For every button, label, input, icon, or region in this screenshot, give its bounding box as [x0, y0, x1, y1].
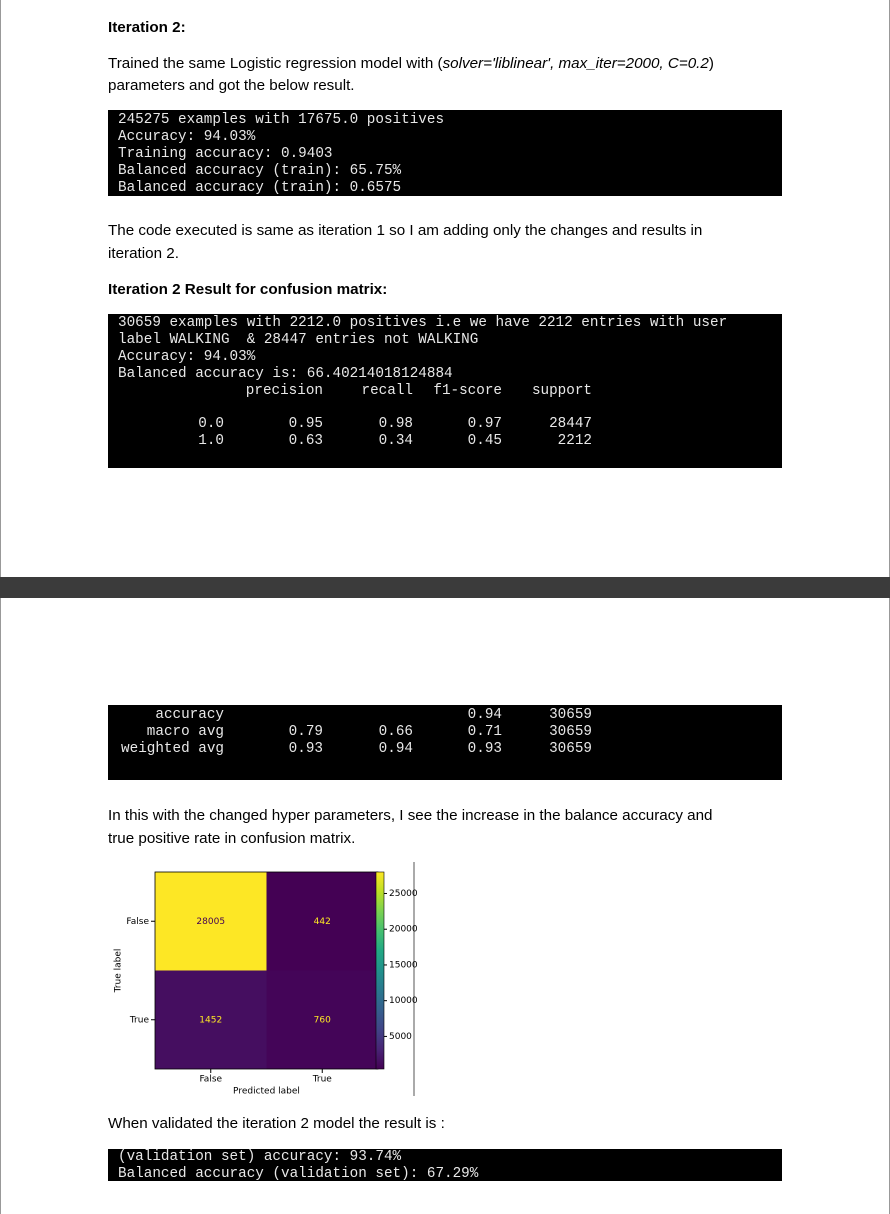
report-cell: 30659: [549, 707, 592, 723]
report-cell: 0.94: [378, 741, 413, 757]
paragraph: parameters and got the below result.: [108, 77, 355, 94]
report-header: support: [531, 383, 592, 399]
heatmap-cell: [155, 872, 267, 971]
heatmap-cell: [155, 970, 267, 1069]
code-line: Balanced accuracy is: 66.40214018124884: [118, 366, 453, 382]
code-line: label WALKING & 28447 entries not WALKIN…: [118, 332, 479, 348]
cell-label: 28005: [196, 917, 225, 927]
page-break: [0, 577, 890, 598]
cell-label: 760: [314, 1015, 331, 1025]
code-line: (validation set) accuracy: 93.74%: [118, 1149, 402, 1165]
report-cell: 2212: [557, 433, 592, 449]
report-cell: 0.93: [288, 741, 323, 757]
x-tick-label: True: [312, 1075, 333, 1085]
report-cell: 0.34: [378, 433, 413, 449]
confusion-matrix: 28005 442 1452 760 False True False True Predict…: [114, 862, 418, 1097]
paragraph: In this with the changed hyper parameter…: [108, 807, 713, 824]
paragraph: iteration 2.: [108, 245, 179, 262]
report-cell: 0.71: [467, 724, 502, 740]
code-line: 245275 examples with 17675.0 positives: [118, 112, 445, 128]
subheading: Iteration 2 Result for confusion matrix:: [108, 281, 388, 298]
report-cell: 0.66: [378, 724, 413, 740]
text: Trained the same Logistic regression mod…: [108, 55, 443, 72]
report-cell: 0.98: [378, 416, 413, 432]
text: ): [708, 55, 714, 72]
y-tick-label: True: [129, 1015, 150, 1025]
report-cell: 0.0: [198, 416, 224, 432]
heatmap-cell: [266, 970, 378, 1069]
colorbar: [375, 871, 385, 1070]
code-line: Training accuracy: 0.9403: [118, 146, 333, 162]
report-cell: 0.97: [467, 416, 502, 432]
report-cell: 0.93: [467, 741, 502, 757]
code-block: [108, 705, 782, 780]
report-cell: 1.0: [198, 433, 224, 449]
code-block: [108, 110, 782, 196]
cell-label: 1452: [199, 1015, 222, 1025]
colorbar-tick-label: 5000: [389, 1032, 412, 1042]
paragraph: true positive rate in confusion matrix.: [108, 830, 356, 847]
y-axis-label: True label: [114, 949, 124, 994]
paragraph: Trained the same Logistic regression mod…: [108, 53, 714, 75]
report-header: recall: [361, 383, 413, 399]
report-cell: 28447: [549, 416, 592, 432]
y-tick-label: False: [126, 917, 149, 927]
x-axis-label: Predicted label: [233, 1087, 300, 1097]
report-cell: 0.95: [288, 416, 323, 432]
params: solver='liblinear', max_iter=2000, C=0.2: [442, 55, 709, 72]
cell-label: 442: [314, 917, 331, 927]
code-block: [108, 314, 782, 468]
report-header: precision: [245, 383, 323, 399]
code-line: Balanced accuracy (train): 65.75%: [118, 163, 402, 179]
heading: Iteration 2:: [108, 19, 186, 36]
paragraph: The code executed is same as iteration 1…: [108, 222, 703, 239]
code-line: 30659 examples with 2212.0 positives i.e…: [118, 315, 728, 331]
report-cell: 30659: [549, 724, 592, 740]
code-block: [108, 1149, 782, 1181]
code-line: Accuracy: 94.03%: [118, 129, 256, 145]
colorbar-tick-label: 10000: [389, 996, 418, 1006]
colorbar-tick-label: 15000: [389, 960, 418, 970]
colorbar-tick-label: 20000: [389, 925, 418, 935]
code-line: Balanced accuracy (train): 0.6575: [118, 180, 402, 196]
report-cell: macro avg: [146, 724, 224, 740]
report-cell: 0.63: [288, 433, 323, 449]
heatmap-cell: [266, 872, 378, 971]
report-cell: 0.45: [467, 433, 502, 449]
paragraph: When validated the iteration 2 model the…: [108, 1115, 445, 1132]
page-edge: [0, 0, 1, 1214]
report-cell: 0.79: [288, 724, 323, 740]
code-line: Balanced accuracy (validation set): 67.2…: [118, 1166, 479, 1182]
report-cell: 30659: [549, 741, 592, 757]
report-cell: weighted avg: [121, 741, 224, 757]
x-tick-label: False: [199, 1075, 222, 1085]
report-header: f1-score: [433, 383, 502, 399]
report-cell: 0.94: [467, 707, 502, 723]
colorbar-tick-label: 25000: [389, 889, 418, 899]
code-line: Accuracy: 94.03%: [118, 349, 256, 365]
report-cell: accuracy: [155, 707, 224, 723]
